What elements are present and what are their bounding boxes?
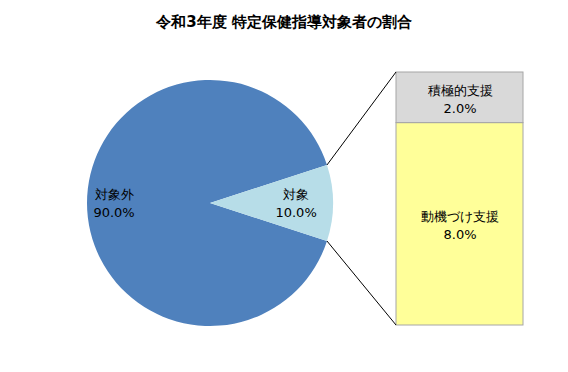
- svg-text:対象外90.0%: 対象外90.0%: [93, 187, 134, 220]
- svg-text:対象10.0%: 対象10.0%: [275, 187, 316, 220]
- svg-text:動機づけ支援8.0%: 動機づけ支援8.0%: [421, 209, 499, 242]
- html-text:令和3年度 特定保健指導対象者の割合: 令和3年度 特定保健指導対象者の割合: [156, 13, 412, 31]
- svg-text:積極的支援2.0%: 積極的支援2.0%: [428, 83, 493, 116]
